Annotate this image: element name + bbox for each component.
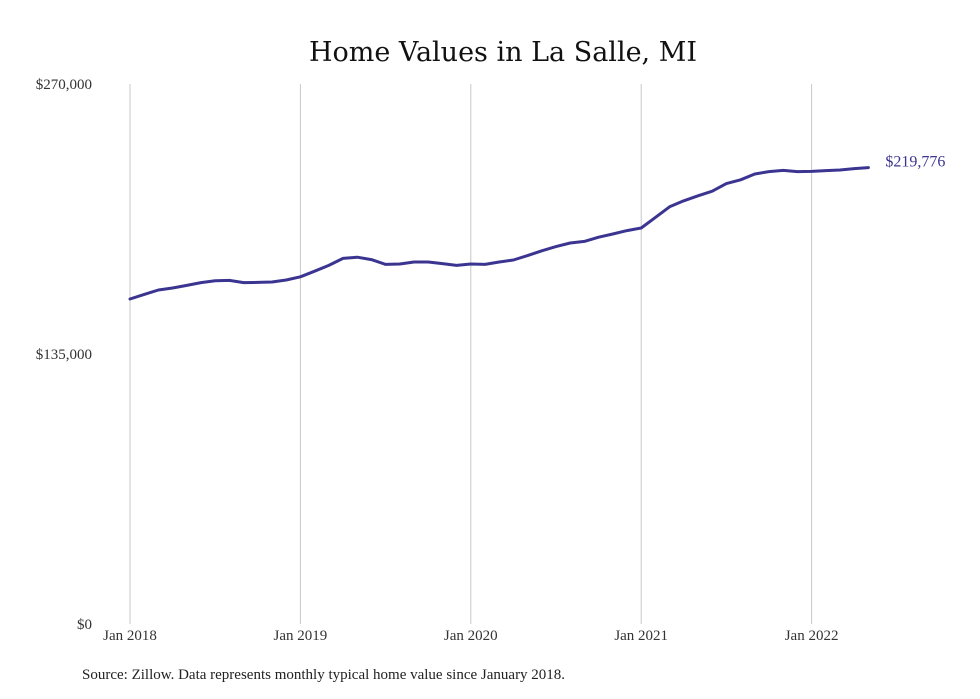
line-chart: Home Values in La Salle, MI $0 $135,000 $2… <box>36 37 946 644</box>
chart-title: Home Values in La Salle, MI <box>309 37 697 68</box>
x-tick-label: Jan 2022 <box>785 628 839 644</box>
x-tick-label: Jan 2021 <box>614 628 668 644</box>
x-tick-label: Jan 2018 <box>103 628 157 644</box>
x-axis-ticks: Jan 2018 Jan 2019 Jan 2020 Jan 2021 Jan 2022 <box>103 628 838 644</box>
y-tick-label: $135,000 <box>36 347 92 363</box>
source-note: Source: Zillow. Data represents monthly … <box>82 667 566 683</box>
end-value-label: $219,776 <box>885 154 945 171</box>
series-line-home-value <box>128 166 870 301</box>
y-tick-label: $270,000 <box>36 77 92 93</box>
y-axis-ticks: $0 $135,000 $270,000 <box>36 77 92 633</box>
x-tick-label: Jan 2020 <box>444 628 498 644</box>
x-tick-label: Jan 2019 <box>274 628 328 644</box>
y-tick-label: $0 <box>77 617 92 633</box>
gridlines <box>129 84 813 624</box>
